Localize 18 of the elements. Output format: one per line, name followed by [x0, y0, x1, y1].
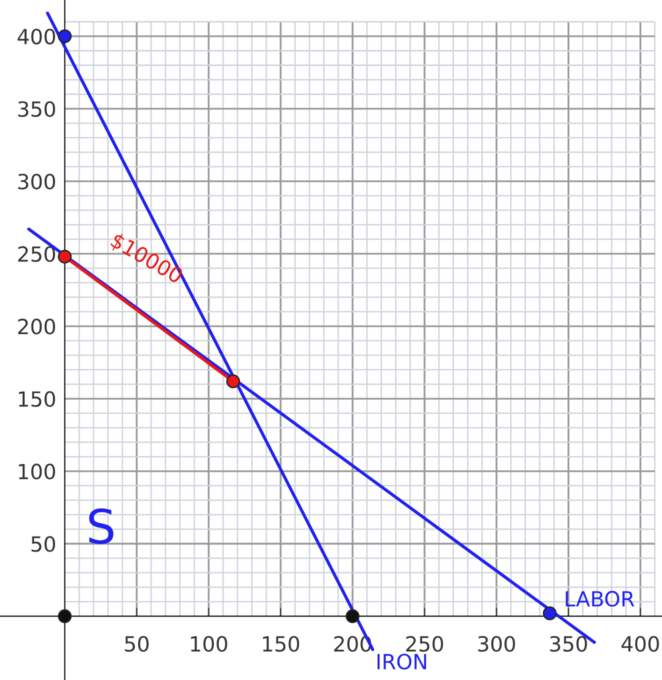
- series-label: LABOR: [566, 590, 634, 607]
- x-tick-label: 250: [406, 636, 444, 652]
- x-tick-label: 400: [622, 636, 659, 652]
- series-label: IRON: [378, 654, 426, 670]
- x-tick-label: 300: [478, 636, 515, 652]
- y-tick-label: 50: [32, 536, 56, 552]
- x-tick-label: 50: [125, 636, 149, 652]
- annotation: S: [89, 508, 114, 544]
- y-tick-label: 150: [18, 391, 56, 407]
- y-tick-label: 200: [18, 318, 56, 334]
- y-tick-label: 100: [18, 464, 56, 480]
- x-tick-label: 350: [550, 636, 587, 652]
- x-tick-label: 100: [191, 636, 228, 652]
- y-tick-label: 400: [18, 28, 56, 44]
- y-tick-label: 350: [18, 101, 56, 117]
- x-tick-label: 150: [263, 636, 300, 652]
- y-tick-label: 250: [18, 246, 56, 262]
- y-tick-label: 300: [18, 174, 56, 190]
